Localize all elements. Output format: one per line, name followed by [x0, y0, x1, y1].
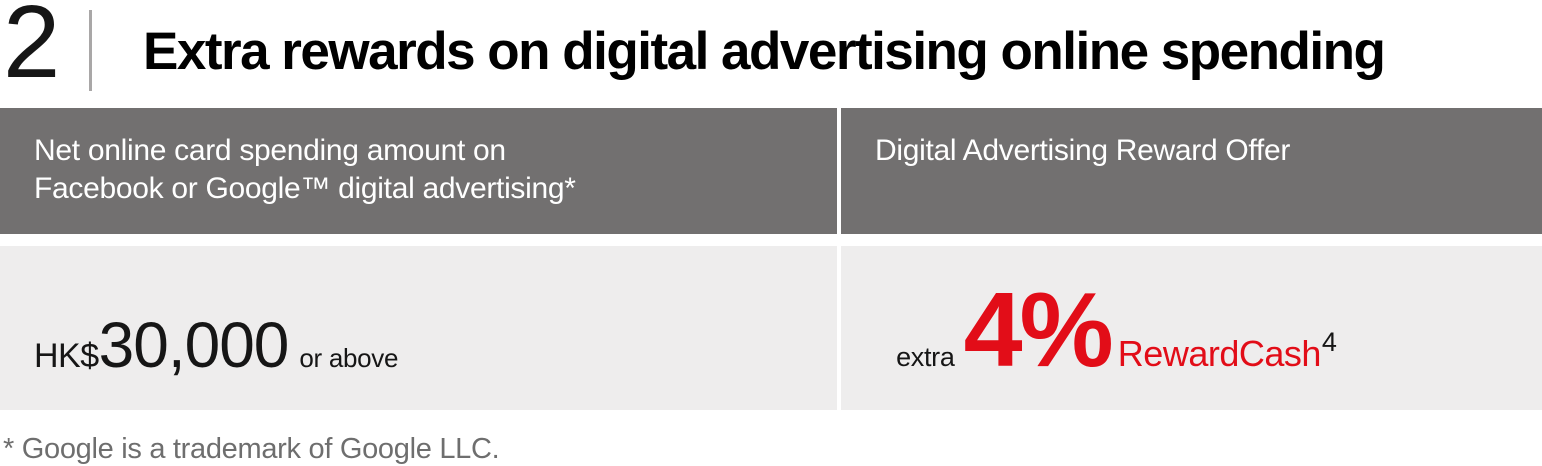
table-body-row: HK$ 30,000 or above extra 4% RewardCash … [0, 246, 1542, 410]
table-header-row: Net online card spending amount on Faceb… [0, 108, 1542, 234]
section-number: 2 [3, 0, 60, 99]
spend-qualifier: or above [299, 343, 399, 373]
offer-percentage: 4% [963, 271, 1114, 389]
header-offer-label: Digital Advertising Reward Offer [875, 134, 1291, 167]
offer-product-name: RewardCash [1117, 333, 1322, 374]
spend-currency-prefix: HK$ [34, 337, 99, 375]
spending-cell: HK$ 30,000 or above [0, 246, 837, 410]
footnote-reference: 4 [1321, 327, 1337, 357]
header-spending-line2: Facebook or Google™ digital advertising* [34, 172, 576, 205]
offer-table: Net online card spending amount on Faceb… [0, 108, 1542, 410]
footnote: * Google is a trademark of Google LLC. [3, 433, 500, 465]
spending-value: HK$ 30,000 or above [0, 246, 837, 382]
spend-amount: 30,000 [98, 309, 290, 381]
header-cell-offer: Digital Advertising Reward Offer [841, 108, 1542, 234]
page-title: Extra rewards on digital advertising onl… [143, 22, 1386, 81]
section-divider-line [89, 10, 92, 91]
header-spending-line1: Net online card spending amount on [34, 134, 506, 167]
header-cell-spending: Net online card spending amount on Faceb… [0, 108, 837, 234]
offer-cell: extra 4% RewardCash 4 [841, 246, 1542, 410]
offer-value: extra 4% RewardCash 4 [841, 246, 1542, 391]
offer-prefix: extra [896, 342, 955, 372]
